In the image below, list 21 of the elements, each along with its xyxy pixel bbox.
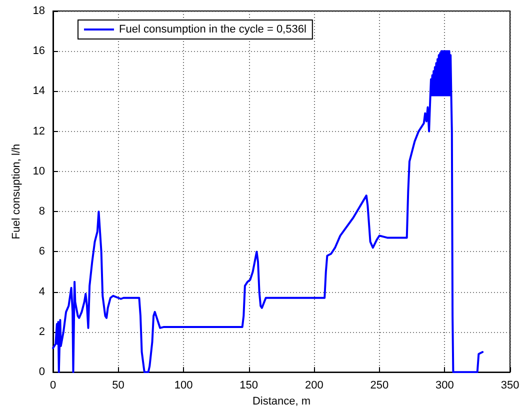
x-tick-label: 300	[436, 380, 454, 392]
y-axis-title: Fuel consuption, l/h	[10, 144, 22, 240]
y-tick-label: 18	[32, 5, 45, 17]
x-tick-label: 350	[500, 380, 520, 392]
x-tick-label: 250	[370, 380, 389, 392]
y-tick-label: 10	[32, 165, 45, 178]
y-tick-label: 14	[32, 85, 45, 98]
x-tick-label: 0	[50, 380, 56, 392]
y-tick-label: 4	[38, 286, 45, 298]
y-tick-label: 8	[38, 206, 45, 218]
x-tick-label: 50	[112, 380, 124, 392]
y-tick-label: 0	[38, 366, 45, 378]
x-tick-label: 200	[304, 380, 324, 392]
y-tick-label: 12	[32, 125, 45, 138]
x-axis-title: Distance, m	[252, 396, 311, 408]
x-tick-label: 100	[174, 380, 193, 392]
x-tick-label: 150	[240, 380, 258, 392]
y-tick-label: 2	[38, 326, 45, 338]
y-tick-label: 16	[32, 45, 45, 58]
y-tick-label: 6	[38, 246, 45, 258]
legend-label: Fuel consumption in the cycle = 0,536l	[119, 24, 306, 36]
